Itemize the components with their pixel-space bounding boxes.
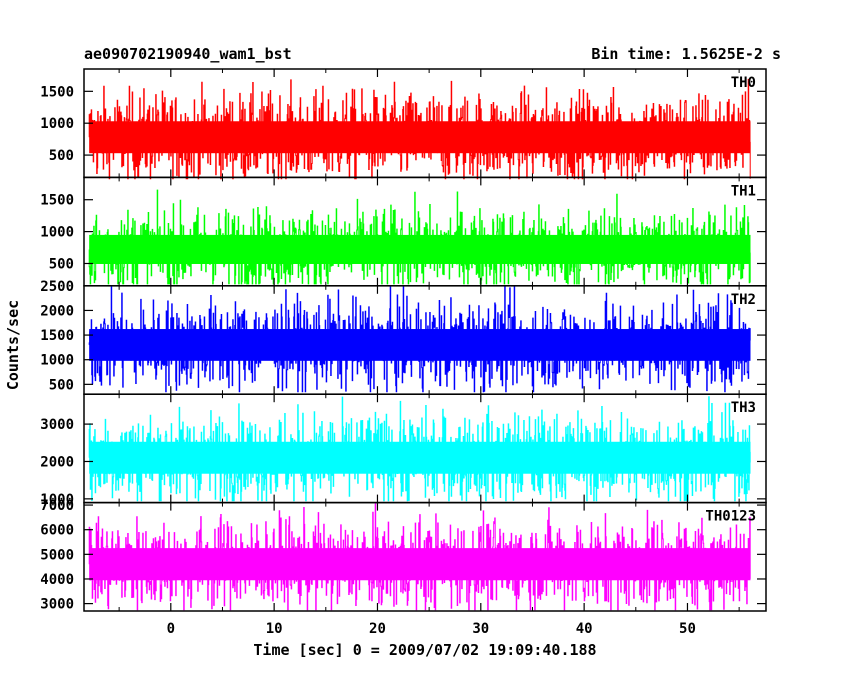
x-tick-label: 10 <box>266 621 283 637</box>
x-tick-label: 0 <box>167 621 175 637</box>
y-tick-label: 3000 <box>40 597 74 613</box>
y-tick-label: 7000 <box>40 498 74 514</box>
y-tick-label: 1000 <box>40 353 74 369</box>
panel-label-th2: TH2 <box>731 292 756 308</box>
y-tick-label: 500 <box>49 377 74 393</box>
panel-label-th0: TH0 <box>731 75 756 91</box>
panel-label-th3: TH3 <box>731 400 756 416</box>
x-tick-label: 40 <box>576 621 593 637</box>
y-tick-label: 1500 <box>40 328 74 344</box>
y-tick-label: 2000 <box>40 454 74 470</box>
series-line-th3 <box>88 396 751 502</box>
y-tick-label: 500 <box>49 256 74 272</box>
x-tick-label: 30 <box>472 621 489 637</box>
y-tick-label: 6000 <box>40 523 74 539</box>
series-line-th0 <box>88 78 751 180</box>
y-tick-label: 3000 <box>40 417 74 433</box>
panel-label-th1: TH1 <box>731 183 756 199</box>
x-axis-label: Time [sec] 0 = 2009/07/02 19:09:40.188 <box>253 641 596 659</box>
bin-time-label: Bin time: 1.5625E-2 s <box>591 45 781 63</box>
y-tick-label: 2000 <box>40 303 74 319</box>
panel-label-th0123: TH0123 <box>705 509 756 525</box>
series-line-th1 <box>88 189 751 285</box>
y-tick-label: 1500 <box>40 84 74 100</box>
series-line-th2 <box>88 285 751 393</box>
panels-group: 50010001500TH050010001500TH1500100015002… <box>40 68 767 637</box>
panel-frame-th0123 <box>83 501 767 612</box>
x-tick-label: 20 <box>369 621 386 637</box>
y-tick-label: 2500 <box>40 279 74 295</box>
chart-title: ae090702190940_wam1_bst <box>84 45 292 63</box>
y-tick-label: 1000 <box>40 492 74 508</box>
y-tick-label: 1000 <box>40 225 74 241</box>
y-tick-label: 500 <box>49 148 74 164</box>
series-line-th0123 <box>88 503 751 611</box>
y-tick-label: 4000 <box>40 572 74 588</box>
y-tick-label: 1500 <box>40 193 74 209</box>
x-tick-label: 50 <box>679 621 696 637</box>
y-axis-label: Counts/sec <box>4 300 22 390</box>
y-tick-label: 1000 <box>40 116 74 132</box>
y-tick-label: 5000 <box>40 547 74 563</box>
